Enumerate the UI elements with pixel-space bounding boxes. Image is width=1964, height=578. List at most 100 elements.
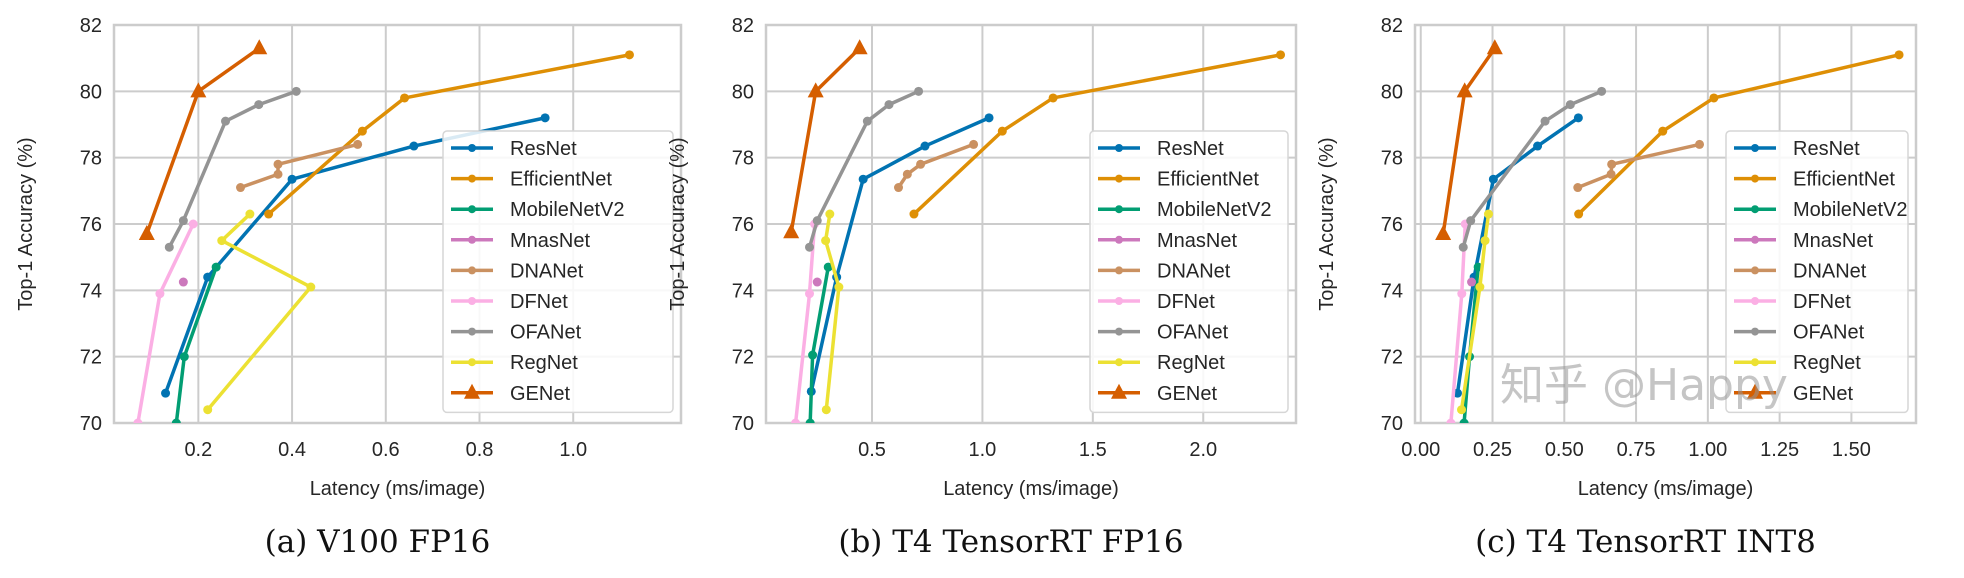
x-axis-label: Latency (ms/image): [943, 478, 1119, 500]
legend-marker: [1115, 235, 1123, 244]
data-point-mobilenetv2: [179, 352, 189, 362]
legend-label: MobileNetV2: [1157, 199, 1272, 221]
watermark: 知乎 @Happy: [1500, 360, 1788, 411]
x-tick-label: 1.0: [559, 439, 587, 461]
y-axis-label: Top-1 Accuracy (%): [15, 137, 37, 310]
data-point-mobilenetv2: [171, 418, 181, 423]
data-point-genet: [1456, 82, 1473, 98]
data-point-dnanet: [273, 159, 283, 169]
legend-label: OFANet: [510, 322, 582, 344]
data-point-genet: [1435, 224, 1452, 240]
legend-marker: [468, 358, 476, 367]
series-line-regnet: [206, 212, 313, 411]
legend-marker: [1115, 174, 1123, 183]
plot-border: [764, 23, 1298, 425]
y-tick-label: 74: [1381, 280, 1403, 302]
legend-marker: [1751, 327, 1759, 336]
legend-marker: [1115, 266, 1123, 275]
data-point-mnasnet: [1467, 277, 1477, 287]
series-group: [783, 39, 1286, 423]
legend: ResNet EfficientNet MobileNetV2 MnasNet DNAN…: [1725, 130, 1909, 414]
legend-label: DFNet: [1157, 291, 1215, 313]
legend-marker: [1111, 383, 1127, 399]
y-tick-label: 70: [1381, 413, 1403, 435]
data-point-genet: [783, 223, 800, 239]
y-tick-label: 72: [80, 347, 102, 369]
y-tick-label: 78: [80, 148, 102, 170]
data-point-mobilenetv2: [823, 262, 833, 272]
data-point-regnet: [825, 209, 835, 219]
data-point-dnanet: [916, 159, 926, 169]
y-tick-label: 76: [80, 214, 102, 236]
legend-label: EfficientNet: [1157, 169, 1259, 191]
series-line-dnanet: [897, 142, 975, 189]
legend-label: ResNet: [1157, 138, 1224, 160]
y-tick-label: 72: [732, 347, 754, 369]
data-point-ofanet: [291, 86, 301, 96]
legend-marker: [468, 297, 476, 305]
data-point-dfnet: [155, 289, 165, 299]
data-point-ofanet: [884, 100, 894, 110]
data-point-regnet: [1457, 405, 1467, 415]
legend-marker: [1747, 383, 1763, 399]
series-line-dnanet: [239, 142, 359, 190]
chart-caption: (b) T4 TensorRT FP16: [838, 524, 1183, 560]
legend-label: GENet: [1157, 383, 1217, 405]
y-tick-label: 80: [732, 81, 754, 103]
data-point-regnet: [217, 236, 227, 246]
x-tick-label: 1.50: [1832, 439, 1871, 461]
data-point-resnet: [540, 113, 550, 123]
chart-caption: (a) V100 FP16: [265, 524, 491, 560]
data-point-efficientnet: [357, 126, 367, 136]
legend-box: [1089, 130, 1289, 414]
y-tick-label: 82: [732, 15, 754, 37]
legend-label: ResNet: [1793, 138, 1860, 160]
x-tick-label: 0.8: [466, 439, 494, 461]
legend-label: MnasNet: [1157, 230, 1237, 252]
y-tick-label: 74: [732, 280, 754, 302]
legend-label: GENet: [510, 383, 570, 405]
data-point-ofanet: [1597, 86, 1607, 96]
data-point-regnet: [245, 209, 255, 219]
x-tick-label: 1.25: [1760, 439, 1799, 461]
x-tick-label: 1.00: [1688, 439, 1727, 461]
x-tick-label: 0.00: [1401, 439, 1440, 461]
chart-panel-0: 70 72 74 76 78 80 82 0.2 0.4 0.6 0.8 1.0 ResNet Effic…: [15, 15, 683, 560]
data-point-mnasnet: [812, 277, 822, 287]
data-point-efficientnet: [1276, 50, 1286, 60]
y-tick-label: 80: [1381, 81, 1403, 103]
data-point-efficientnet: [1658, 126, 1668, 136]
series-group: [133, 39, 634, 423]
data-point-dnanet: [1573, 183, 1583, 193]
data-point-dfnet: [791, 418, 801, 423]
y-tick-label: 70: [732, 413, 754, 435]
data-point-ofanet: [1466, 216, 1476, 226]
legend-label: OFANet: [1793, 322, 1865, 344]
data-point-efficientnet: [400, 93, 410, 103]
data-point-resnet: [1533, 141, 1543, 151]
x-tick-label: 1.5: [1079, 439, 1107, 461]
legend-label: MobileNetV2: [510, 199, 625, 221]
legend-marker: [1751, 266, 1759, 275]
legend-marker: [464, 383, 480, 399]
data-point-ofanet: [178, 216, 188, 226]
x-tick-label: 2.0: [1189, 439, 1217, 461]
x-tick-label: 0.75: [1617, 439, 1656, 461]
data-point-resnet: [858, 174, 868, 184]
data-point-dfnet: [1457, 289, 1467, 299]
legend-marker: [468, 235, 476, 244]
data-point-efficientnet: [624, 50, 634, 60]
data-point-regnet: [1480, 236, 1490, 246]
y-tick-label: 82: [80, 15, 102, 37]
chart-panel-2: 70 72 74 76 78 80 82 0.00 0.25 0.50 0.75 1.00 1.25 1.…: [1316, 15, 1918, 560]
data-point-regnet: [1475, 282, 1485, 292]
data-point-dnanet: [353, 139, 363, 149]
data-point-ofanet: [1458, 242, 1468, 252]
x-tick-label: 1.0: [969, 439, 997, 461]
y-tick-label: 82: [1381, 15, 1403, 37]
data-point-dnanet: [902, 169, 912, 179]
legend-label: RegNet: [1157, 352, 1225, 374]
data-point-resnet: [1488, 174, 1498, 184]
legend-marker: [1751, 144, 1759, 152]
data-point-dfnet: [188, 219, 198, 229]
